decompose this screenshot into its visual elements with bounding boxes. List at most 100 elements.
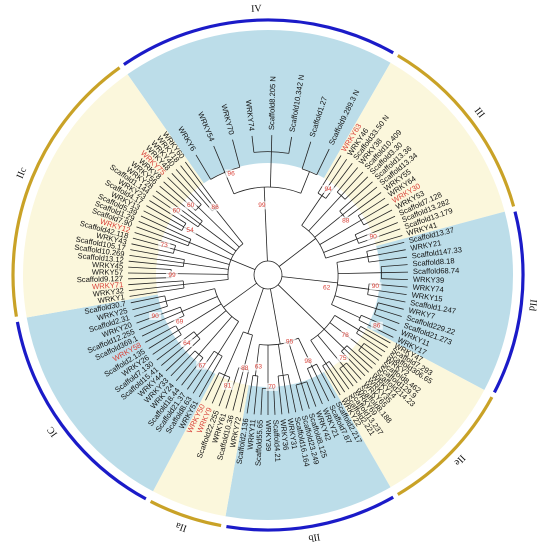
branch-line: [339, 181, 373, 212]
leaf-label: Scaffold4.21: [271, 420, 282, 462]
branch-line: [132, 300, 167, 311]
branch-line: [356, 222, 398, 240]
branch-line: [323, 328, 345, 349]
bootstrap-value: 75: [339, 355, 347, 362]
leaf-label: WRKY45: [92, 260, 124, 271]
bootstrap-value: 95: [286, 338, 294, 345]
group-label-IC: IC: [45, 424, 60, 439]
branch-line: [146, 205, 184, 228]
bootstrap-value: 69: [176, 319, 184, 326]
branch-line: [149, 200, 187, 224]
branch-line: [295, 384, 303, 411]
branch-line: [129, 255, 184, 264]
branch-line: [278, 344, 284, 376]
branch-line: [377, 302, 404, 310]
leaf-label: WRKY32: [92, 286, 124, 298]
branch-line: [263, 187, 268, 262]
branch-line: [316, 148, 330, 175]
branch-line: [138, 311, 183, 331]
bootstrap-bg: [370, 321, 383, 330]
branch-line: [130, 295, 165, 304]
branch-line: [342, 186, 378, 216]
branch-arc: [301, 225, 326, 259]
branch-line: [367, 249, 406, 258]
bootstrap-bg: [322, 185, 335, 193]
arc-III: [396, 54, 516, 207]
branch-line: [145, 325, 176, 343]
branch-line: [343, 348, 369, 373]
branch-line: [306, 381, 317, 407]
branch-line: [243, 334, 253, 370]
branch-line: [128, 266, 172, 270]
branch-line: [171, 173, 202, 205]
group-label-IV: IV: [251, 3, 263, 14]
branch-line: [196, 310, 227, 336]
branch-line: [307, 368, 323, 405]
bootstrap-bg: [166, 271, 178, 279]
branch-line: [277, 284, 325, 330]
branch-line: [346, 345, 373, 369]
arc-IC: [15, 321, 147, 501]
branch-line: [159, 185, 203, 222]
branch-line: [232, 139, 241, 168]
group-arcs: [11, 18, 525, 532]
bootstrap-value: 99: [258, 202, 266, 209]
branch-line: [281, 276, 338, 284]
branch-line: [342, 365, 358, 384]
branch-line: [337, 284, 369, 290]
branch-line: [328, 361, 350, 390]
root-node: [253, 260, 283, 290]
bootstrap-bg: [339, 216, 352, 225]
bootstrap-bg: [209, 203, 222, 212]
bootstrap-bg: [149, 312, 162, 320]
leaf-label: WRKY57: [92, 267, 123, 276]
sector-IV: [127, 29, 391, 184]
branch-line: [366, 242, 405, 252]
branch-line: [334, 295, 377, 310]
bootstrap-value: 99: [168, 272, 176, 279]
branch-line: [363, 209, 393, 226]
branch-line: [325, 244, 372, 259]
branch-line: [358, 329, 389, 348]
branch-line: [371, 235, 403, 245]
branch-line: [374, 314, 400, 324]
branch-line: [337, 272, 382, 274]
branch-line: [239, 370, 249, 413]
leaf-label: WRKY74: [244, 99, 257, 131]
branch-line: [174, 249, 230, 265]
branch-arc: [243, 331, 253, 336]
branch-line: [198, 356, 223, 398]
branch-line: [381, 271, 409, 274]
branch-line: [251, 135, 255, 153]
tree-branches: [127, 135, 409, 415]
branch-line: [270, 288, 281, 344]
branch-line: [260, 388, 263, 415]
branch-line: [277, 375, 283, 415]
branch-line: [336, 256, 368, 263]
bootstrap-labels: 99 88 90 78 98 95 94 90 62 86 75 70 63 88 81 67 64 69 90 99…: [149, 169, 383, 391]
branch-arc: [180, 306, 185, 316]
bootstrap-value: 96: [227, 170, 235, 177]
bootstrap-value: 86: [373, 322, 381, 329]
bootstrap-bg: [221, 381, 234, 390]
branch-line: [344, 176, 369, 200]
branch-line: [358, 350, 376, 365]
branch-line: [325, 363, 346, 393]
branch-line: [214, 208, 244, 244]
branch-line: [170, 273, 229, 275]
leaf-label: WRKY74: [412, 283, 444, 295]
branch-line: [288, 341, 302, 384]
bootstrap-value: 94: [325, 186, 333, 193]
branch-line: [175, 354, 200, 381]
leaf-label: WRKY71: [92, 280, 124, 291]
leaf-label: WRKY1: [97, 292, 125, 305]
leaf-label: Scaffold55.65: [253, 420, 264, 467]
group-label-III: III: [472, 106, 487, 121]
branch-arc: [307, 363, 317, 369]
branch-line: [367, 294, 406, 303]
branch-line: [253, 375, 259, 415]
branch-arc: [339, 362, 347, 369]
branch-line: [288, 136, 292, 154]
leaf-label: Scaffold8.205 N: [267, 76, 278, 130]
branch-line: [314, 214, 343, 238]
